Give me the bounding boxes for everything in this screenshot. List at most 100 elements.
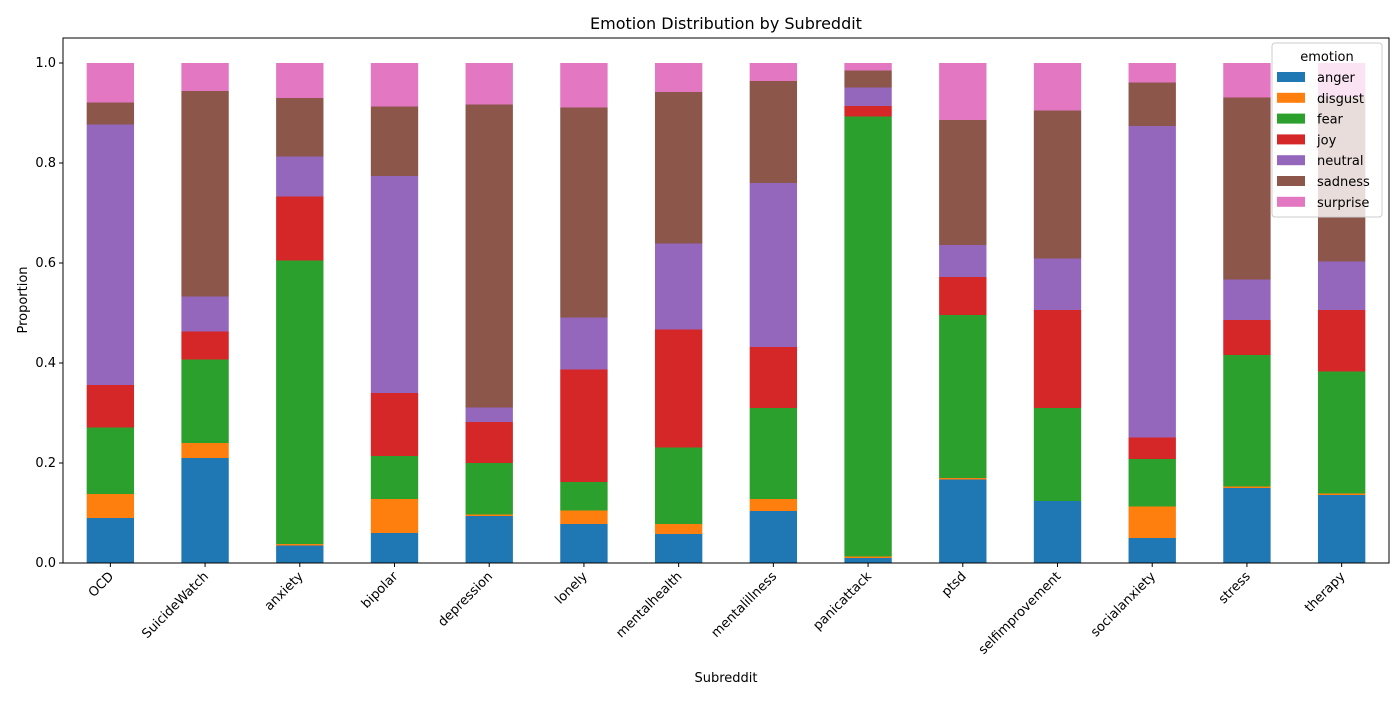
bar-neutral-mentalhealth bbox=[654, 243, 703, 330]
y-tick-label-0.4: 0.4 bbox=[35, 356, 56, 371]
bar-joy-depression bbox=[465, 422, 513, 463]
bar-joy-selfimprovement bbox=[1033, 310, 1082, 408]
bar-anger-lonely bbox=[560, 524, 608, 563]
bar-sadness-lonely bbox=[560, 107, 608, 318]
bar-joy-lonely bbox=[560, 369, 608, 482]
bar-neutral-bipolar bbox=[370, 176, 419, 393]
bar-sadness-ptsd bbox=[939, 120, 987, 245]
bar-anger-depression bbox=[465, 516, 513, 563]
bar-anger-bipolar bbox=[370, 533, 419, 563]
bar-sadness-OCD bbox=[86, 102, 135, 125]
bar-sadness-selfimprovement bbox=[1033, 110, 1082, 259]
bar-anger-ptsd bbox=[939, 479, 987, 563]
bar-neutral-socialanxiety bbox=[1128, 126, 1176, 438]
bar-disgust-panicattack bbox=[844, 556, 892, 558]
chart-title: Emotion Distribution by Subreddit bbox=[590, 14, 862, 33]
legend-swatch-neutral bbox=[1277, 155, 1305, 166]
bar-joy-OCD bbox=[86, 385, 135, 428]
bar-joy-stress bbox=[1223, 320, 1271, 355]
x-tick-label-mentalillness: mentalillness bbox=[709, 569, 781, 641]
bar-disgust-bipolar bbox=[370, 499, 419, 533]
bar-anger-SuicideWatch bbox=[181, 458, 229, 563]
bar-sadness-stress bbox=[1223, 97, 1271, 280]
bar-surprise-mentalillness bbox=[749, 63, 798, 81]
bar-fear-SuicideWatch bbox=[181, 359, 229, 443]
legend-label-sadness: sadness bbox=[1317, 175, 1370, 190]
bar-sadness-mentalhealth bbox=[654, 92, 703, 244]
bar-fear-socialanxiety bbox=[1128, 459, 1176, 507]
bar-sadness-bipolar bbox=[370, 106, 419, 176]
x-tick-label-depression: depression bbox=[435, 569, 496, 630]
bar-fear-mentalhealth bbox=[654, 447, 703, 524]
legend-swatch-joy bbox=[1277, 134, 1305, 145]
x-tick-label-ptsd: ptsd bbox=[939, 569, 970, 600]
legend-label-joy: joy bbox=[1316, 133, 1337, 148]
x-tick-label-bipolar: bipolar bbox=[359, 569, 402, 612]
legend-label-neutral: neutral bbox=[1317, 154, 1364, 169]
bar-disgust-mentalhealth bbox=[654, 524, 703, 534]
bar-neutral-selfimprovement bbox=[1033, 258, 1082, 310]
bar-surprise-socialanxiety bbox=[1128, 63, 1176, 83]
bar-fear-ptsd bbox=[939, 315, 987, 478]
bar-surprise-depression bbox=[465, 63, 513, 105]
bar-joy-mentalillness bbox=[749, 347, 798, 408]
bar-anger-socialanxiety bbox=[1128, 538, 1176, 563]
bar-sadness-depression bbox=[465, 104, 513, 408]
bar-disgust-ptsd bbox=[939, 478, 987, 480]
bar-fear-bipolar bbox=[370, 456, 419, 499]
legend-swatch-surprise bbox=[1277, 196, 1305, 207]
y-tick-label-0.0: 0.0 bbox=[35, 556, 56, 571]
bar-neutral-SuicideWatch bbox=[181, 296, 229, 332]
bar-surprise-stress bbox=[1223, 63, 1271, 98]
y-tick-label-0.2: 0.2 bbox=[35, 456, 56, 471]
bar-disgust-anxiety bbox=[276, 544, 324, 546]
legend-label-fear: fear bbox=[1317, 113, 1344, 128]
bar-surprise-selfimprovement bbox=[1033, 63, 1082, 111]
bar-joy-mentalhealth bbox=[654, 329, 703, 448]
x-tick-label-OCD: OCD bbox=[86, 569, 117, 600]
axes-layer: 0.0 0.2 0.4 0.6 0.8 1.0 OCD SuicideWatch anxiety… bbox=[35, 37, 1390, 658]
bar-anger-selfimprovement bbox=[1033, 501, 1082, 563]
bar-joy-ptsd bbox=[939, 277, 987, 315]
bar-neutral-therapy bbox=[1317, 261, 1366, 310]
bar-disgust-mentalillness bbox=[749, 499, 798, 511]
bar-neutral-OCD bbox=[86, 124, 135, 385]
bar-disgust-SuicideWatch bbox=[181, 443, 229, 458]
y-tick-label-0.8: 0.8 bbox=[35, 156, 56, 171]
x-axis-label: Subreddit bbox=[694, 671, 757, 686]
bar-neutral-stress bbox=[1223, 279, 1271, 320]
bar-fear-lonely bbox=[560, 482, 608, 511]
bar-surprise-mentalhealth bbox=[654, 63, 703, 92]
bar-neutral-ptsd bbox=[939, 245, 987, 277]
bar-disgust-socialanxiety bbox=[1128, 506, 1176, 538]
bar-joy-SuicideWatch bbox=[181, 331, 229, 360]
bar-neutral-panicattack bbox=[844, 87, 892, 106]
bar-fear-selfimprovement bbox=[1033, 408, 1082, 501]
bar-surprise-anxiety bbox=[276, 63, 324, 98]
bar-fear-anxiety bbox=[276, 260, 324, 544]
bar-surprise-ptsd bbox=[939, 63, 987, 120]
bar-neutral-depression bbox=[465, 407, 513, 422]
x-tick-label-therapy: therapy bbox=[1302, 569, 1349, 616]
bar-disgust-OCD bbox=[86, 494, 135, 518]
legend: emotion anger disgust fear joy neutral sadness… bbox=[1271, 42, 1383, 218]
bar-anger-mentalillness bbox=[749, 511, 798, 563]
bar-sadness-mentalillness bbox=[749, 81, 798, 183]
legend-swatch-disgust bbox=[1277, 92, 1305, 103]
bar-anger-OCD bbox=[86, 518, 135, 563]
bar-neutral-anxiety bbox=[276, 156, 324, 197]
bar-surprise-OCD bbox=[86, 63, 135, 103]
bar-joy-panicattack bbox=[844, 106, 892, 117]
legend-swatch-fear bbox=[1277, 113, 1305, 124]
x-tick-label-anxiety: anxiety bbox=[262, 569, 307, 614]
y-tick-label-0.6: 0.6 bbox=[35, 256, 56, 271]
x-tick-label-mentalhealth: mentalhealth bbox=[614, 569, 686, 641]
x-tick-label-stress: stress bbox=[1216, 569, 1254, 607]
x-tick-label-panicattack: panicattack bbox=[811, 569, 876, 634]
legend-label-disgust: disgust bbox=[1317, 92, 1364, 107]
bar-sadness-SuicideWatch bbox=[181, 91, 229, 297]
bars-layer bbox=[86, 63, 1366, 563]
bar-disgust-therapy bbox=[1317, 493, 1366, 495]
bar-neutral-mentalillness bbox=[749, 183, 798, 347]
